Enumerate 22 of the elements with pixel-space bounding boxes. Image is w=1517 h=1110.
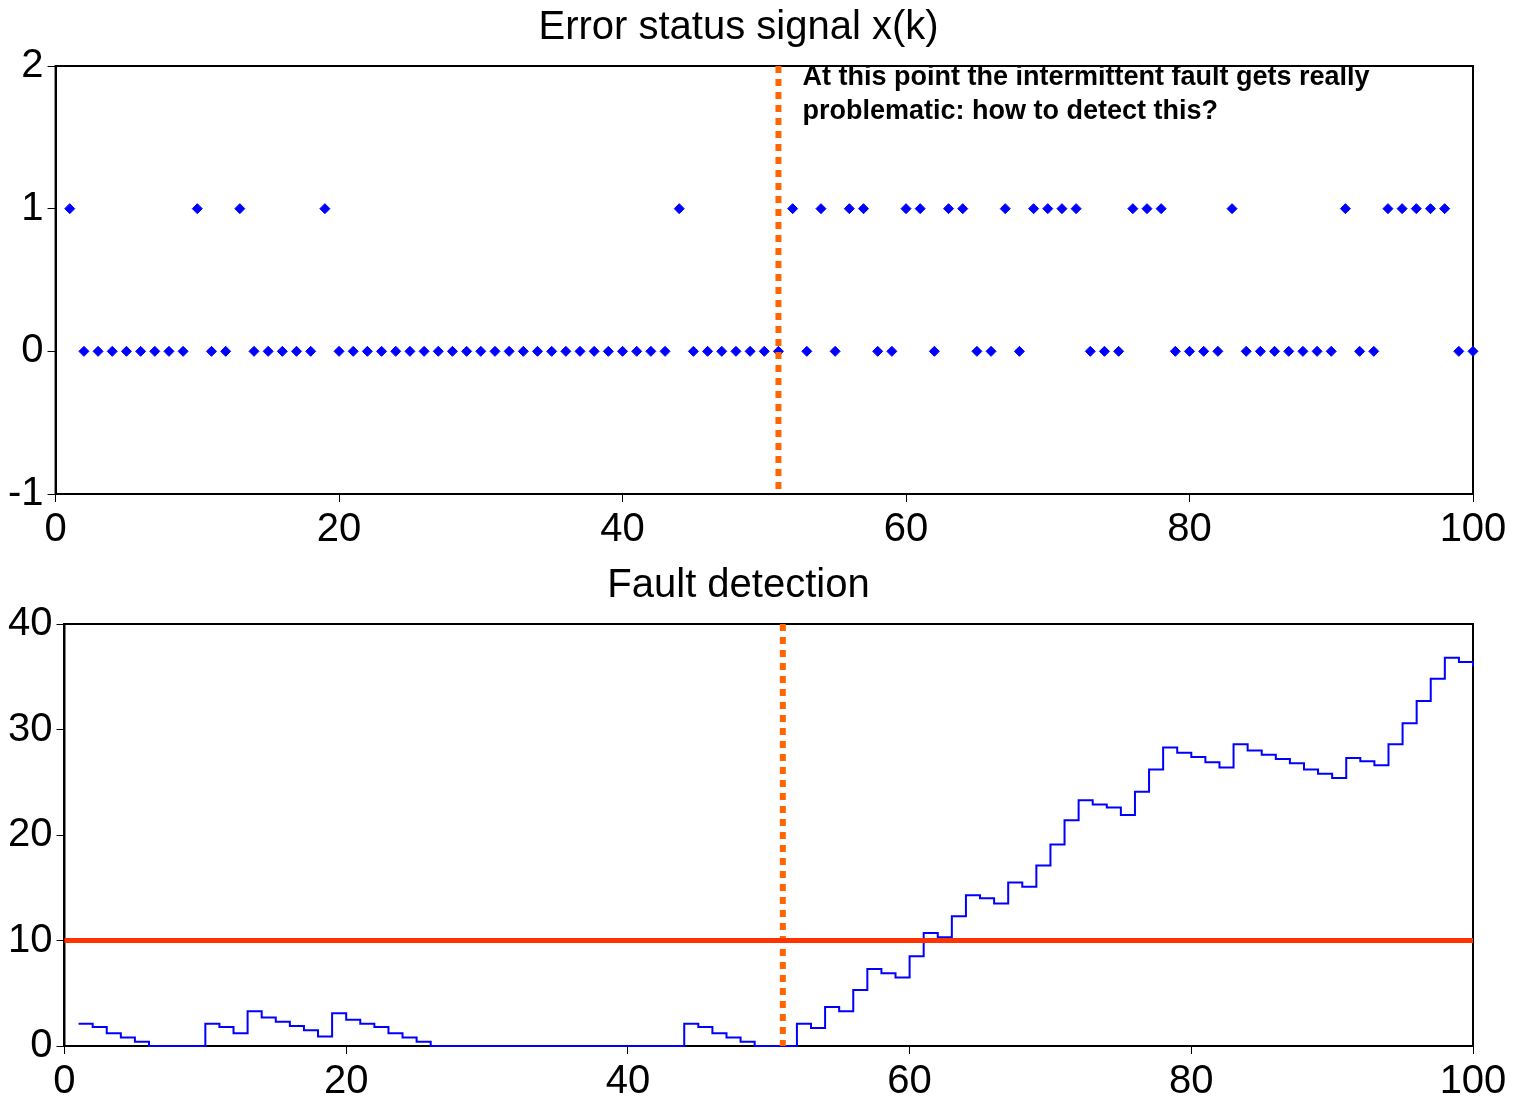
y-tick-label: 0 xyxy=(30,1021,53,1066)
x-tick-label: 40 xyxy=(600,505,645,550)
y-tick-label: -1 xyxy=(7,469,44,514)
x-tick-label: 40 xyxy=(605,1057,651,1102)
annotation: At this point the intermittent fault gets really problematic: how to detect this? xyxy=(802,60,1370,125)
chart-title: Error status signal x(k) xyxy=(538,3,939,48)
x-tick-label: 20 xyxy=(316,505,362,550)
y-tick-label: 0 xyxy=(21,326,44,371)
x-tick-label: 20 xyxy=(323,1057,369,1102)
y-tick-label: 30 xyxy=(7,704,53,749)
x-tick-label: 100 xyxy=(1439,505,1507,550)
y-tick-label: 2 xyxy=(21,41,44,86)
x-tick-label: 80 xyxy=(1167,505,1212,550)
x-tick-label: 60 xyxy=(883,505,929,550)
chart-title: Fault detection xyxy=(607,561,870,606)
x-tick-label: 60 xyxy=(887,1057,932,1102)
y-tick-label: 40 xyxy=(7,599,53,644)
x-tick-label: 80 xyxy=(1169,1057,1214,1102)
x-tick-label: 100 xyxy=(1439,1057,1507,1102)
y-tick-label: 1 xyxy=(21,183,44,228)
y-tick-label: 10 xyxy=(7,915,53,960)
y-tick-label: 20 xyxy=(7,810,53,855)
